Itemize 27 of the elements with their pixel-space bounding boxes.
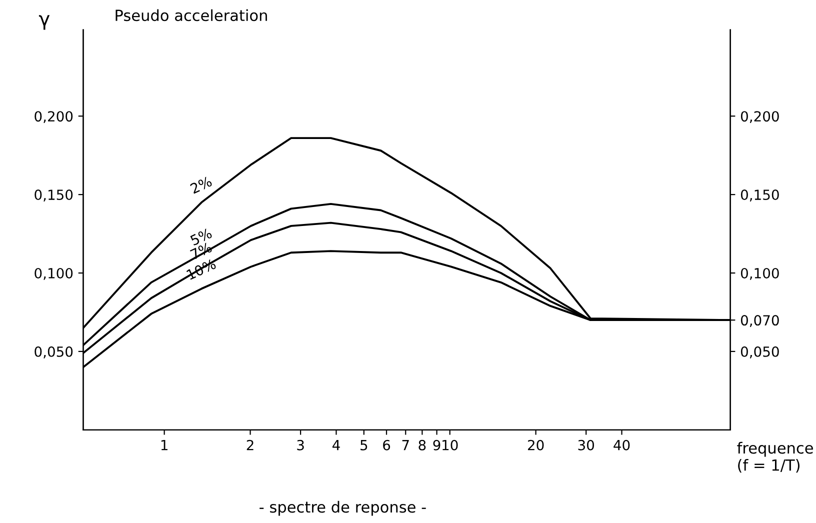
text: 2% bbox=[190, 176, 213, 194]
text: Pseudo acceleration bbox=[116, 9, 267, 22]
y2-tick-label: 0,200 bbox=[740, 111, 779, 123]
y2-tick-label: 0,050 bbox=[740, 346, 779, 358]
y-axis-title: γ bbox=[38, 15, 50, 30]
x-tick-label: 3 bbox=[297, 440, 304, 450]
x-tick-label: 9 bbox=[433, 440, 440, 450]
x-tick-label: 4 bbox=[332, 440, 340, 450]
x-tick-label: 5 bbox=[360, 440, 368, 450]
x-tick-label: 7 bbox=[402, 440, 409, 450]
y2-tick-label: 0,150 bbox=[740, 190, 779, 202]
y-tick-label: 0,100 bbox=[34, 268, 73, 280]
x-tick-label: 40 bbox=[614, 440, 630, 450]
x-tick-label: 2 bbox=[246, 440, 254, 450]
x-tick-label: 10 bbox=[442, 440, 458, 450]
y-tick-label: 0,200 bbox=[34, 111, 73, 123]
x-axis-title: frequence (f = 1/T) bbox=[737, 442, 813, 473]
y2-tick-label: 0,100 bbox=[740, 268, 779, 280]
text: - spectre de reponse - bbox=[260, 500, 426, 516]
x-tick-label: 8 bbox=[418, 440, 426, 450]
x-tick-label: 6 bbox=[383, 440, 390, 450]
x-tick-label: 30 bbox=[578, 440, 594, 450]
x-tick-label: 1 bbox=[161, 440, 168, 450]
y-tick-label: 0,150 bbox=[34, 190, 73, 202]
y-tick-label: 0,050 bbox=[34, 346, 73, 358]
x-tick-label: 20 bbox=[528, 440, 544, 450]
y2-tick-label: 0,070 bbox=[740, 315, 779, 327]
